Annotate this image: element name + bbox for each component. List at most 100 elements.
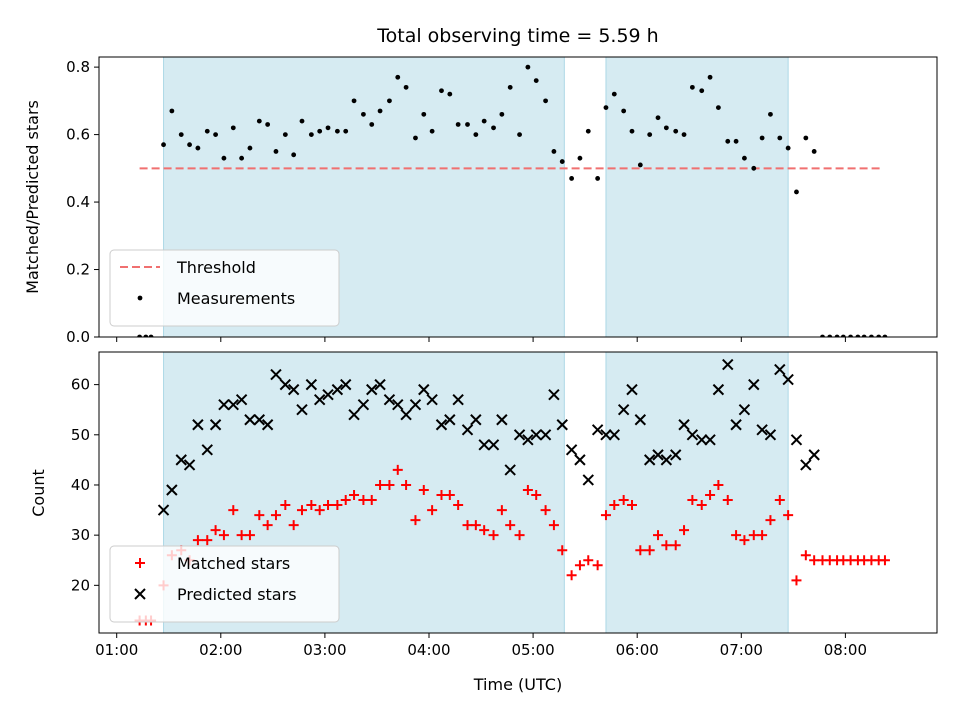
predicted-stars-point [756,424,768,436]
predicted-stars-point [287,383,300,396]
matched-stars-point [618,495,629,506]
matched-stars-point [384,479,395,490]
matched-stars-point [879,555,890,566]
matched-stars-point [392,464,403,475]
bottom-y-tick-label: 40 [71,476,90,494]
top-y-tick-label: 0.6 [66,126,90,144]
measurement-point [715,105,721,111]
predicted-stars-point [157,504,170,516]
predicted-stars-point [444,414,456,426]
matched-stars-point [705,490,716,501]
predicted-stars-point [261,419,274,431]
predicted-stars-point [340,378,352,391]
top-y-tick-label: 0.0 [66,328,90,346]
bottom-legend: Matched stars Predicted stars [109,545,340,623]
predicted-stars-point [322,388,334,401]
x-tick-label: 02:00 [199,641,242,659]
matched-stars-point [366,495,377,506]
measurement-point [689,84,695,90]
measurement-point [481,118,487,124]
measurement-point [751,165,757,171]
x-tick-label: 08:00 [824,641,867,659]
top-y-tick-label: 0.8 [66,58,90,76]
x-tick-label: 06:00 [616,641,659,659]
matched-stars-point [210,525,221,536]
predicted-stars-point [383,393,396,406]
matched-stars-point [401,479,412,490]
predicted-stars-point [166,484,178,496]
predicted-stars-point [244,414,256,426]
predicted-stars-point [400,409,412,421]
matched-stars-point [323,500,334,511]
measurement-point [473,132,479,137]
predicted-stars-point [738,403,751,416]
measurement-point [742,155,747,161]
measurement-point [673,128,679,134]
matched-stars-point [592,560,603,571]
measurement-point [256,118,262,124]
matched-stars-point [306,500,317,511]
measurement-point [213,132,218,137]
measurement-point [585,128,591,134]
predicted-stars-point [748,378,760,391]
measurement-point [317,128,323,134]
matched-stars-point [244,530,255,541]
measurement-point [794,189,799,195]
matched-stars-point [444,490,455,501]
matched-stars-point [670,540,681,551]
matched-stars-point [574,560,585,571]
measurement-point [577,155,583,161]
predicted-stars-point [591,424,604,436]
measurement-point [387,98,392,104]
predicted-stars-point [504,464,516,476]
measurement-point [629,128,635,134]
measurement-point [239,155,245,161]
predicted-stars-point [392,398,404,411]
matched-stars-point [557,545,568,556]
predicted-stars-point [478,439,490,451]
measurement-point [869,334,874,337]
measurement-point [785,145,791,151]
matched-stars-point [296,505,307,516]
bottom-y-tick-label: 60 [71,376,90,394]
predicted-stars-point [374,378,386,391]
predicted-stars-point [270,368,282,381]
predicted-stars-point [722,358,734,371]
measurement-point [351,98,357,104]
measurement-point [447,91,453,97]
matched-stars-point [731,530,742,541]
matched-stars-point [653,530,664,541]
measurement-point [187,142,192,148]
measurement-point [299,118,305,124]
bottom-y-tick-label: 50 [71,426,90,444]
legend-predicted-stars-label: Predicted stars [177,585,297,604]
predicted-stars-point [617,403,630,416]
bottom-y-axis-label: Count [29,469,48,517]
matched-stars-point [427,505,438,516]
bottom-observing-window [605,352,789,633]
predicted-stars-point [548,388,560,401]
measurement-point [551,149,557,154]
matched-stars-point [349,490,360,501]
measurement-point [861,334,867,337]
measurement-point [834,334,840,337]
predicted-stars-point [608,429,620,441]
top-axes-frame [98,56,938,338]
predicted-stars-point [712,383,725,396]
predicted-stars-point [634,414,647,426]
matched-stars-point [202,535,213,546]
matched-stars-point [635,545,646,556]
measurement-point [559,159,565,164]
matched-stars-point [566,570,577,581]
measurement-point [637,162,643,168]
predicted-stars-point [435,419,448,431]
measurement-point [169,108,175,114]
matched-stars-point [314,505,325,516]
measurement-point [395,74,401,80]
x-tick-label: 03:00 [303,641,346,659]
x-tick-label: 07:00 [720,641,763,659]
predicted-stars-point [487,439,500,451]
predicted-stars-point [556,419,568,431]
measurement-point [611,91,617,97]
